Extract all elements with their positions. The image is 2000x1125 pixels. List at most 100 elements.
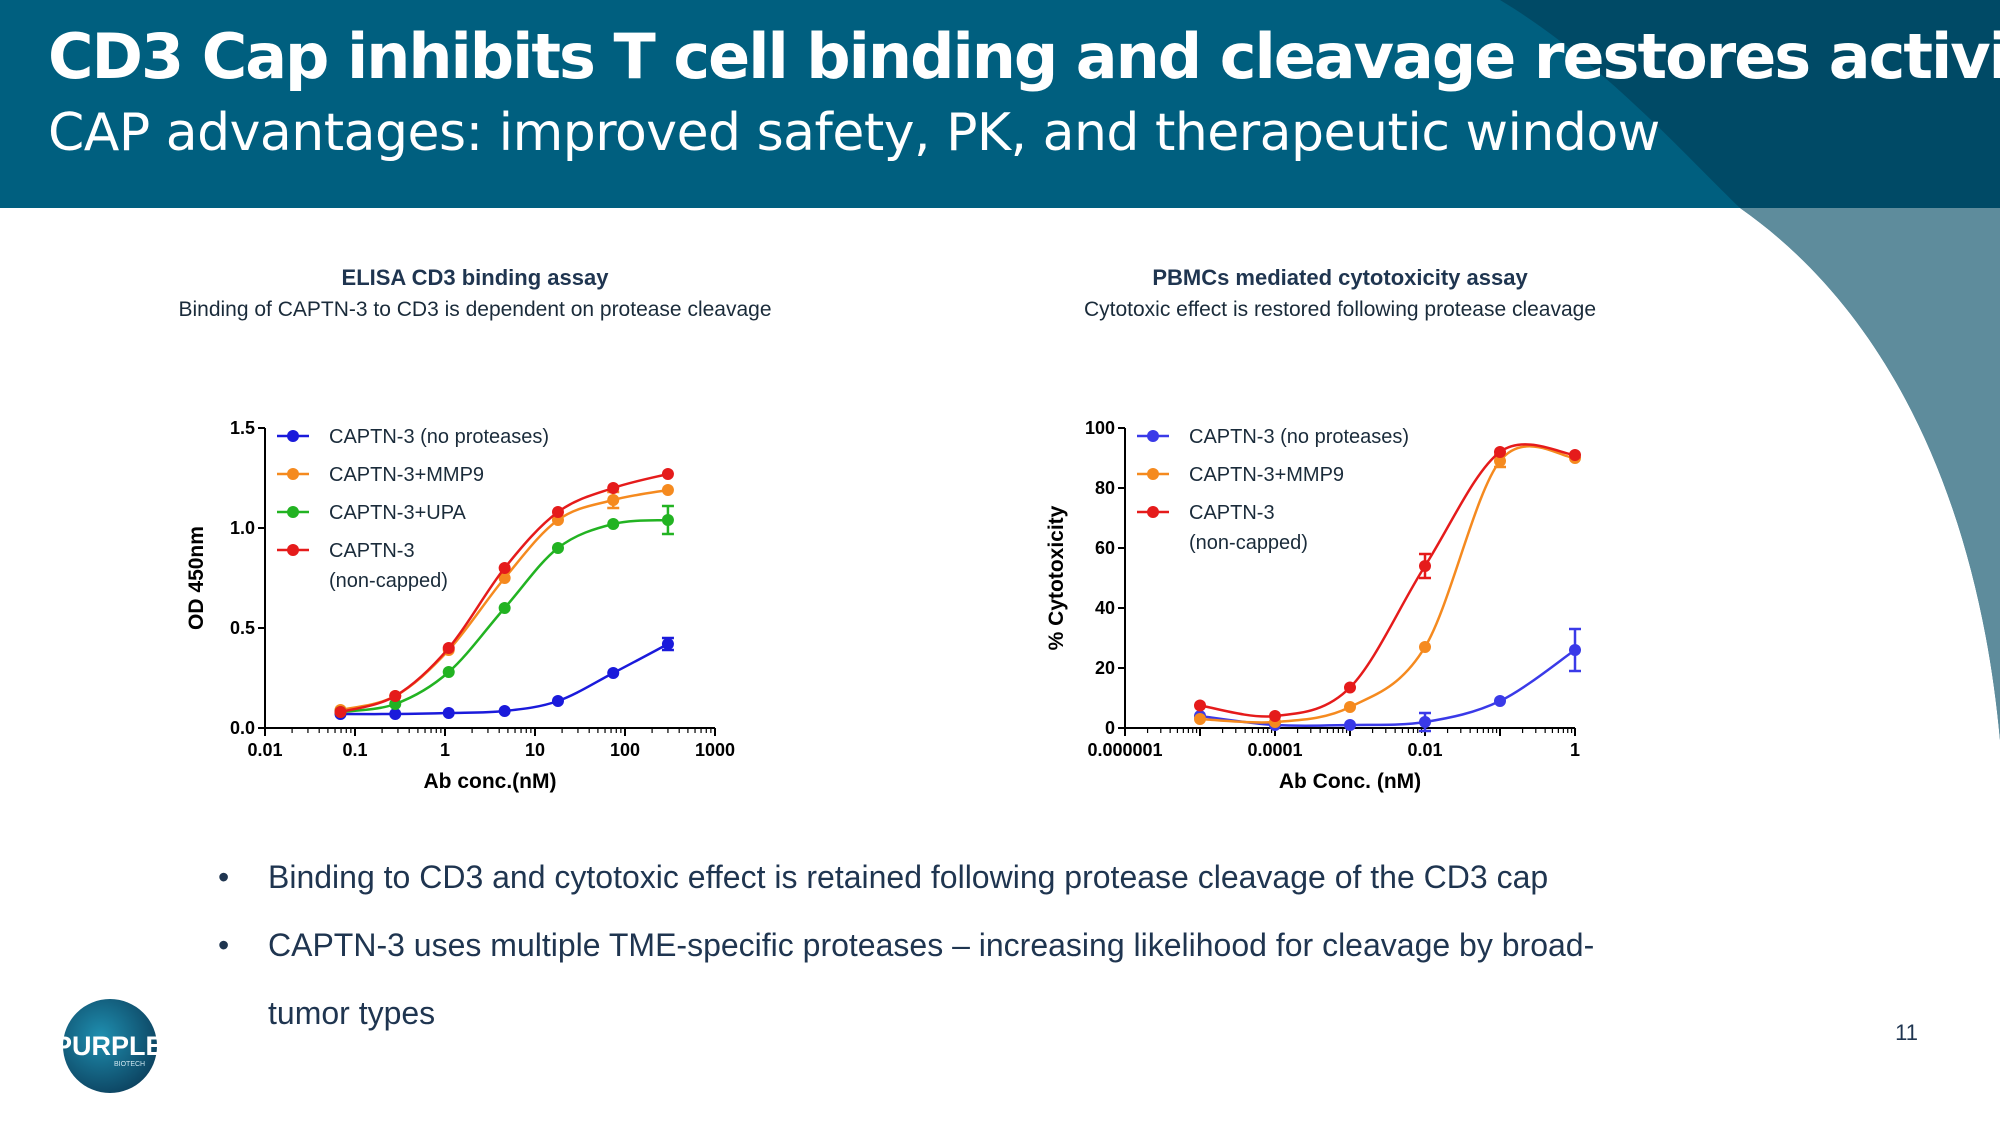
legend-marker — [287, 468, 299, 480]
x-axis-label: Ab Conc. (nM) — [1279, 770, 1421, 793]
y-tick-label: 0.0 — [230, 718, 255, 738]
chart1-title: ELISA CD3 binding assay — [341, 265, 609, 290]
legend-label: (non-capped) — [1189, 532, 1308, 554]
data-point — [498, 602, 511, 614]
data-point — [1344, 719, 1356, 731]
x-tick-label: 0.1 — [342, 740, 367, 760]
cytotoxicity-chart: 0 20 40 60 80 100 0.000001 0.0001 0.01 1 Ab Conc. … — [1045, 418, 1581, 793]
x-tick-label: 0.01 — [247, 740, 282, 760]
x-axis-label: Ab conc.(nM) — [424, 770, 557, 793]
data-point — [1419, 560, 1431, 572]
legend-label: CAPTN-3 (no proteases) — [1189, 426, 1409, 448]
x-tick-label: 0.01 — [1407, 740, 1442, 760]
chart1-heading: ELISA CD3 binding assay Binding of CAPTN… — [100, 265, 850, 322]
data-point — [498, 572, 511, 584]
data-point — [1194, 699, 1206, 712]
legend-label: CAPTN-3+MMP9 — [329, 464, 484, 486]
data-point — [551, 506, 564, 518]
header-band — [0, 0, 2000, 208]
legend-label: CAPTN-3+UPA — [329, 502, 467, 524]
data-point — [1494, 455, 1506, 467]
y-tick-label: 60 — [1095, 538, 1115, 558]
bullet-item: • CAPTN-3 uses multiple TME-specific pro… — [218, 911, 1718, 1047]
bullet-dot-icon: • — [218, 927, 230, 963]
data-point — [442, 642, 455, 654]
data-point — [661, 484, 674, 496]
data-point — [607, 482, 620, 494]
legend-label: (non-capped) — [329, 570, 448, 592]
data-point — [442, 666, 455, 678]
data-point — [1194, 713, 1206, 725]
logo-subtext: BIOTECH — [114, 1061, 145, 1068]
y-tick-label: 0 — [1105, 718, 1115, 738]
data-point — [607, 518, 620, 530]
data-point — [1419, 716, 1431, 728]
y-tick-label: 40 — [1095, 598, 1115, 618]
x-tick-label: 1 — [1570, 740, 1580, 760]
slide-header: CD3 Cap inhibits T cell binding and clea… — [0, 0, 2000, 208]
x-tick-label: 10 — [525, 740, 545, 760]
data-point — [334, 706, 347, 718]
y-tick-label: 1.5 — [230, 418, 255, 438]
data-point — [607, 667, 620, 679]
legend-marker — [287, 544, 299, 556]
page-number: 11 — [1895, 1020, 1918, 1045]
logo-text: PURPLE — [54, 1031, 164, 1061]
data-point — [1494, 695, 1506, 707]
data-point — [1494, 446, 1506, 458]
data-point — [1569, 644, 1581, 656]
purple-biotech-logo: PURPLE BIOTECH — [52, 998, 170, 1094]
chart1-subtitle: Binding of CAPTN-3 to CD3 is dependent o… — [178, 298, 772, 321]
data-point — [498, 705, 511, 717]
data-point — [1269, 710, 1281, 722]
x-tick-label: 0.000001 — [1087, 740, 1162, 760]
chart2-title: PBMCs mediated cytotoxicity assay — [1152, 265, 1528, 290]
y-axis-label: % Cytotoxicity — [1045, 505, 1068, 650]
y-axis-label: OD 450nm — [185, 526, 208, 630]
bullet-dot-icon: • — [218, 859, 230, 895]
legend-label: CAPTN-3 — [329, 540, 415, 562]
bullet-text-continued: tumor types — [268, 995, 436, 1031]
data-point — [1419, 641, 1431, 653]
y-tick-label: 100 — [1085, 418, 1115, 438]
y-tick-label: 80 — [1095, 478, 1115, 498]
chart2-subtitle: Cytotoxic effect is restored following p… — [1083, 298, 1597, 321]
x-tick-label: 0.0001 — [1247, 740, 1302, 760]
legend-marker — [1147, 506, 1159, 518]
legend-marker — [1147, 468, 1159, 480]
data-point — [389, 690, 402, 702]
data-point — [389, 708, 402, 720]
data-point — [442, 707, 455, 719]
data-point — [1569, 449, 1581, 461]
series-line — [1199, 445, 1576, 724]
data-point — [661, 638, 674, 650]
data-point — [607, 494, 620, 506]
legend-label: CAPTN-3+MMP9 — [1189, 464, 1344, 486]
y-tick-label: 1.0 — [230, 518, 255, 538]
legend-marker — [287, 430, 299, 442]
x-tick-label: 1000 — [695, 740, 735, 760]
x-tick-label: 100 — [610, 740, 640, 760]
bullet-list: • Binding to CD3 and cytotoxic effect is… — [218, 843, 1718, 1047]
data-point — [551, 542, 564, 554]
data-point — [551, 695, 564, 707]
data-point — [661, 468, 674, 480]
data-point — [498, 562, 511, 574]
bullet-item: • Binding to CD3 and cytotoxic effect is… — [218, 843, 1718, 911]
chart2-heading: PBMCs mediated cytotoxicity assay Cytoto… — [1000, 265, 1680, 322]
bullet-text: Binding to CD3 and cytotoxic effect is r… — [268, 859, 1549, 895]
slide-subtitle: CAP advantages: improved safety, PK, and… — [48, 103, 1660, 163]
y-tick-label: 20 — [1095, 658, 1115, 678]
legend-label: CAPTN-3 (no proteases) — [329, 426, 549, 448]
legend-marker — [287, 506, 299, 518]
legend-label: CAPTN-3 — [1189, 502, 1275, 524]
legend-marker — [1147, 430, 1159, 442]
data-point — [1344, 681, 1356, 694]
data-point — [1344, 701, 1356, 713]
elisa-binding-chart: 0.0 0.5 1.0 1.5 0.01 0.1 1 10 100 1000 Ab conc.(nM… — [185, 418, 735, 793]
y-tick-label: 0.5 — [230, 618, 255, 638]
bullet-text: CAPTN-3 uses multiple TME-specific prote… — [268, 927, 1595, 963]
data-point — [661, 514, 674, 526]
slide-title: CD3 Cap inhibits T cell binding and clea… — [48, 20, 2000, 93]
x-tick-label: 1 — [440, 740, 450, 760]
